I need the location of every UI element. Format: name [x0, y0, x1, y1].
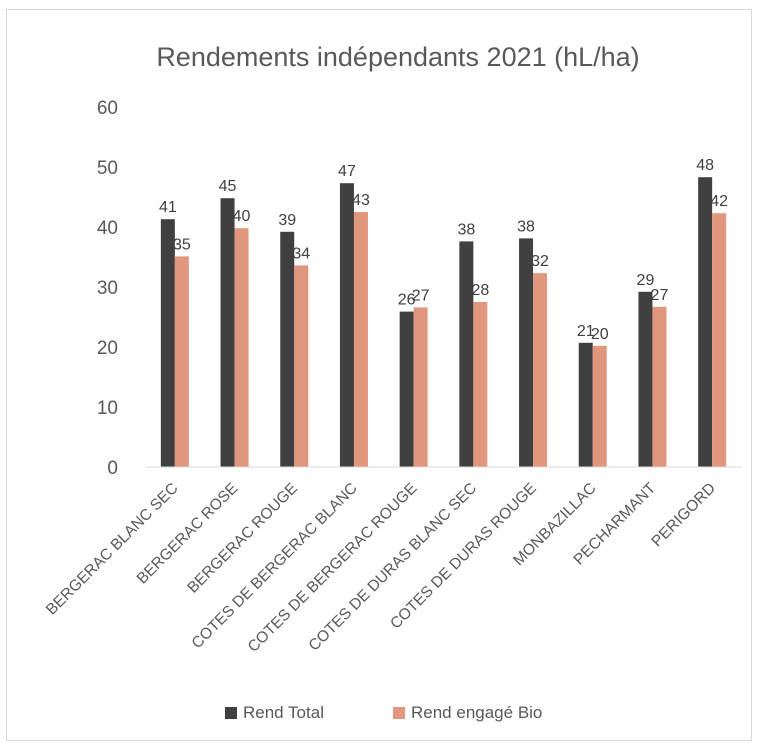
- bar-rend-total: [220, 198, 235, 467]
- y-tick-label: 30: [97, 278, 118, 299]
- bar-rend-total: [399, 311, 414, 467]
- y-tick-label: 50: [97, 158, 118, 179]
- legend-swatch: [225, 707, 237, 719]
- y-tick-label: 10: [97, 398, 118, 419]
- bar-rend-total: [339, 183, 354, 467]
- data-label: 29: [637, 272, 655, 289]
- bar-rend-bio: [234, 228, 249, 467]
- data-label: 48: [696, 157, 714, 174]
- bar-rend-bio: [473, 302, 488, 467]
- data-label: 43: [352, 192, 370, 209]
- bar-rend-total: [459, 241, 474, 467]
- bar-rend-bio: [294, 265, 309, 467]
- bar-rend-bio: [353, 212, 368, 467]
- bar-chart: Rendements indépendants 2021 (hL/ha) 0 10…: [43, 42, 742, 722]
- y-axis-ticks: 0 10 20 30 40 50 60: [97, 98, 118, 479]
- category-label: BERGERAC ROUGE: [184, 480, 301, 597]
- bar-rend-total: [638, 291, 653, 467]
- bar-rend-bio: [712, 213, 727, 467]
- bar-rend-bio: [413, 307, 428, 467]
- data-label: 40: [233, 208, 251, 225]
- data-label: 32: [531, 253, 549, 270]
- y-tick-label: 20: [97, 338, 118, 359]
- data-label: 28: [471, 282, 489, 299]
- data-label: 42: [710, 193, 728, 210]
- legend-label: Rend engagé Bio: [411, 703, 542, 722]
- bar-rend-bio: [592, 345, 607, 467]
- bar-rend-total: [578, 342, 593, 467]
- data-label: 27: [412, 287, 430, 304]
- y-tick-label: 40: [97, 218, 118, 239]
- bar-rend-bio: [174, 256, 189, 467]
- data-label: 38: [457, 221, 475, 238]
- y-tick-label: 60: [97, 98, 118, 119]
- bar-rend-total: [698, 177, 713, 467]
- data-label: 34: [292, 245, 310, 262]
- data-label: 26: [398, 292, 416, 309]
- bar-rend-total: [519, 238, 534, 467]
- legend: Rend Total Rend engagé Bio: [225, 703, 542, 722]
- bar-rend-total: [280, 231, 295, 467]
- bar-rend-bio: [533, 273, 548, 467]
- data-label: 27: [651, 287, 669, 304]
- chart-title: Rendements indépendants 2021 (hL/ha): [156, 42, 639, 72]
- data-label: 38: [517, 218, 535, 235]
- bar-rend-bio: [652, 306, 667, 467]
- category-label: BERGERAC ROSE: [134, 480, 242, 588]
- data-label: 20: [591, 326, 609, 343]
- legend-label: Rend Total: [243, 703, 324, 722]
- data-label: 41: [159, 199, 177, 216]
- data-label: 35: [173, 236, 191, 253]
- chart-frame: Rendements indépendants 2021 (hL/ha) 0 10…: [6, 9, 752, 741]
- data-label: 45: [219, 178, 237, 195]
- data-label: 21: [577, 323, 595, 340]
- data-label: 39: [278, 212, 296, 229]
- y-tick-label: 0: [107, 458, 118, 479]
- category-label: PERIGORD: [648, 480, 718, 550]
- data-label: 47: [338, 163, 356, 180]
- bar-rend-total: [160, 219, 175, 467]
- legend-swatch: [393, 707, 405, 719]
- bars-group: [160, 177, 727, 467]
